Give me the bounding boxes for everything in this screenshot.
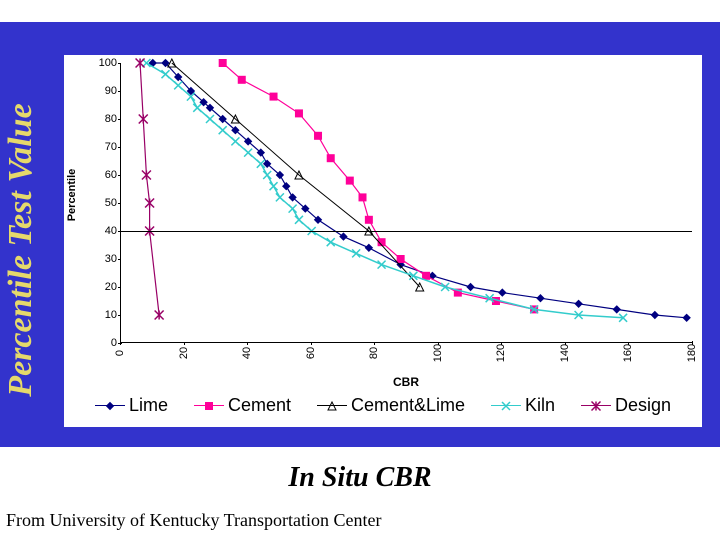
legend-label: Cement bbox=[228, 395, 291, 416]
y-tick-label: 100 bbox=[77, 57, 117, 69]
legend-label: Cement&Lime bbox=[351, 395, 465, 416]
x-axis-label: CBR bbox=[120, 375, 692, 389]
y-tick-label: 70 bbox=[77, 141, 117, 153]
slide-root: Percentile Test Value Percentile 0102030… bbox=[0, 0, 720, 540]
y-tick-label: 0 bbox=[77, 337, 117, 349]
legend-label: Lime bbox=[129, 395, 168, 416]
source-attribution: From University of Kentucky Transportati… bbox=[6, 510, 381, 531]
legend-item-kiln: Kiln bbox=[491, 395, 555, 416]
chart-container: Percentile 0102030405060708090100 020406… bbox=[64, 55, 702, 427]
legend: Lime Cement Cement&Lime Kiln Design bbox=[69, 395, 697, 416]
y-tick-label: 80 bbox=[77, 113, 117, 125]
reference-line bbox=[120, 231, 692, 232]
legend-item-design: Design bbox=[581, 395, 671, 416]
slide-subtitle: In Situ CBR bbox=[0, 462, 720, 494]
y-tick-label: 50 bbox=[77, 197, 117, 209]
vertical-axis-title: Percentile Test Value bbox=[2, 50, 52, 450]
y-tick-label: 10 bbox=[77, 309, 117, 321]
plot-area bbox=[120, 63, 692, 343]
legend-item-cementlime: Cement&Lime bbox=[317, 395, 465, 416]
y-tick-label: 20 bbox=[77, 281, 117, 293]
y-tick-label: 30 bbox=[77, 253, 117, 265]
legend-label: Design bbox=[615, 395, 671, 416]
legend-item-lime: Lime bbox=[95, 395, 168, 416]
legend-label: Kiln bbox=[525, 395, 555, 416]
y-tick-label: 90 bbox=[77, 85, 117, 97]
chart-svg bbox=[121, 63, 692, 342]
y-tick-label: 60 bbox=[77, 169, 117, 181]
legend-item-cement: Cement bbox=[194, 395, 291, 416]
y-tick-label: 40 bbox=[77, 225, 117, 237]
